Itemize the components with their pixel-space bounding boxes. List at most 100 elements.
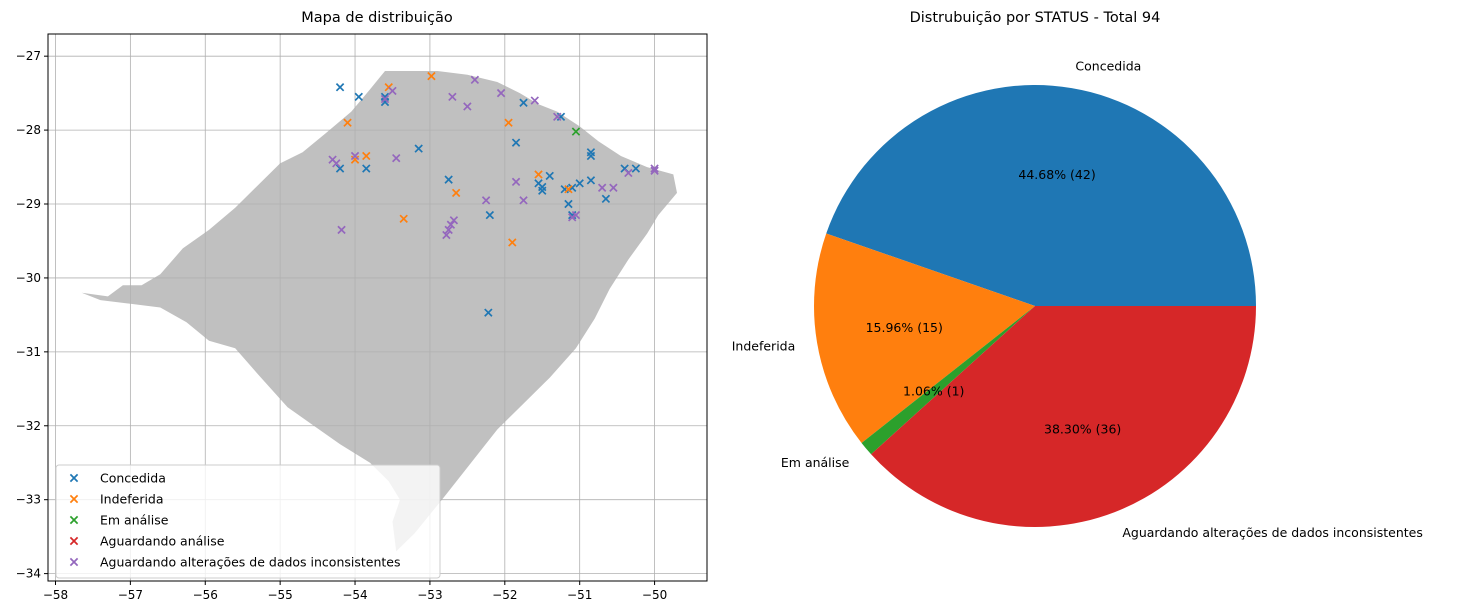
legend-marker [69,515,79,525]
pie-slice-label: Concedida [1075,58,1141,73]
scatter-point [335,83,345,92]
x-tick-label: −53 [417,588,442,602]
x-tick-label: −58 [43,588,68,602]
pie-slice-percent: 1.06% (1) [903,384,964,399]
scatter-point [451,188,461,198]
x-tick-label: −56 [193,588,218,602]
scatter-point [511,177,521,187]
scatter-point [444,225,453,235]
scatter-point [511,138,521,147]
scatter-point [538,186,547,195]
legend-label: Aguardando alterações de dados inconsist… [100,555,401,570]
scatter-point [399,214,408,223]
x-tick-label: −50 [642,588,667,602]
x-tick-label: −54 [342,588,367,602]
legend-marker [69,473,79,483]
pie-slice-label: Indeferida [732,338,796,353]
scatter-point [442,230,451,240]
y-tick-label: −34 [16,567,41,581]
pie-slice [814,233,1035,443]
y-tick-label: −31 [16,345,41,359]
pie-slice [861,306,1035,455]
pie-slices [814,85,1256,528]
legend-marker [69,557,79,567]
scatter-point [427,71,436,81]
scatter-point [597,183,607,192]
state-map-shape [81,71,677,552]
legend-label: Indeferida [100,492,164,507]
scatter-point [362,164,371,173]
pie-slice-percent: 44.68% (42) [1018,167,1095,182]
scatter-point [343,118,352,127]
legend-label: Aguardando análise [100,534,225,549]
pie-labels: Concedida 44.68% (42) Indeferida 15.96% (15… [732,58,1423,540]
scatter-points [328,71,659,317]
pie-slice [871,306,1256,528]
y-tick-label: −27 [16,49,41,63]
scatter-point [449,216,459,225]
legend-label: Concedida [100,471,166,486]
scatter-point [650,166,659,175]
y-tick-label: −30 [16,271,41,285]
pie-slice-percent: 15.96% (15) [866,320,943,335]
scatter-map-panel: Mapa de distribuição −58 −57 −56 −55 −54 −53−… [16,10,708,602]
scatter-point [448,92,457,102]
pie-title: Distrubuição por STATUS - Total 94 [910,10,1161,26]
scatter-point [519,196,528,205]
scatter-point [463,102,472,111]
scatter-point [564,185,573,194]
scatter-point [519,98,528,107]
pie-slice-percent: 38.30% (36) [1044,422,1121,437]
scatter-point [601,194,611,204]
scatter-point [504,118,513,127]
scatter-point [650,164,659,173]
scatter-point [350,151,360,161]
y-axis-ticks: −27 −28 −29 −30 −31 −32 −33 −34 [16,49,48,581]
pie-chart-panel: Distrubuição por STATUS - Total 94 Conce… [732,10,1423,540]
scatter-point [470,75,480,85]
scatter-point [564,199,573,209]
scatter-point [568,213,577,222]
scatter-point [586,151,596,161]
scatter-point [553,112,562,121]
scatter-point [354,92,363,102]
scatter-point [388,86,397,96]
x-tick-label: −55 [267,588,292,602]
scatter-point [444,175,453,184]
scatter-axes-frame [47,33,708,582]
legend-marker [69,494,79,504]
scatter-point [545,171,554,181]
scatter-point [362,151,371,161]
scatter-point [624,168,633,178]
scatter-point [380,97,390,107]
scatter-point [631,164,641,173]
scatter-point [335,164,345,173]
scatter-gridlines [48,34,707,581]
legend-box [55,464,441,579]
scatter-point [530,96,539,105]
pie-slice-label: Aguardando alterações de dados inconsist… [1122,525,1423,540]
legend-marker [69,536,79,546]
y-tick-label: −33 [16,493,41,507]
scatter-point [534,170,543,179]
scatter-point [496,88,506,98]
scatter-point [571,127,581,136]
pie-slice [826,85,1256,306]
x-tick-label: −51 [567,588,592,602]
scatter-point [392,153,401,163]
y-tick-label: −32 [16,419,41,433]
pie-slice-label: Em análise [781,455,850,470]
scatter-point [332,159,341,168]
x-axis-ticks: −58 −57 −56 −55 −54 −53 −52 −51 −50 [43,581,667,602]
scatter-point [414,144,423,153]
scatter-point [508,238,517,247]
x-tick-label: −57 [118,588,143,602]
scatter-point [380,94,390,104]
legend-label: Em análise [100,513,169,528]
x-tick-label: −52 [492,588,517,602]
scatter-point [337,225,346,235]
scatter-point [481,196,491,205]
scatter-point [586,176,596,185]
scatter-point [609,183,618,192]
y-tick-label: −29 [16,197,41,211]
